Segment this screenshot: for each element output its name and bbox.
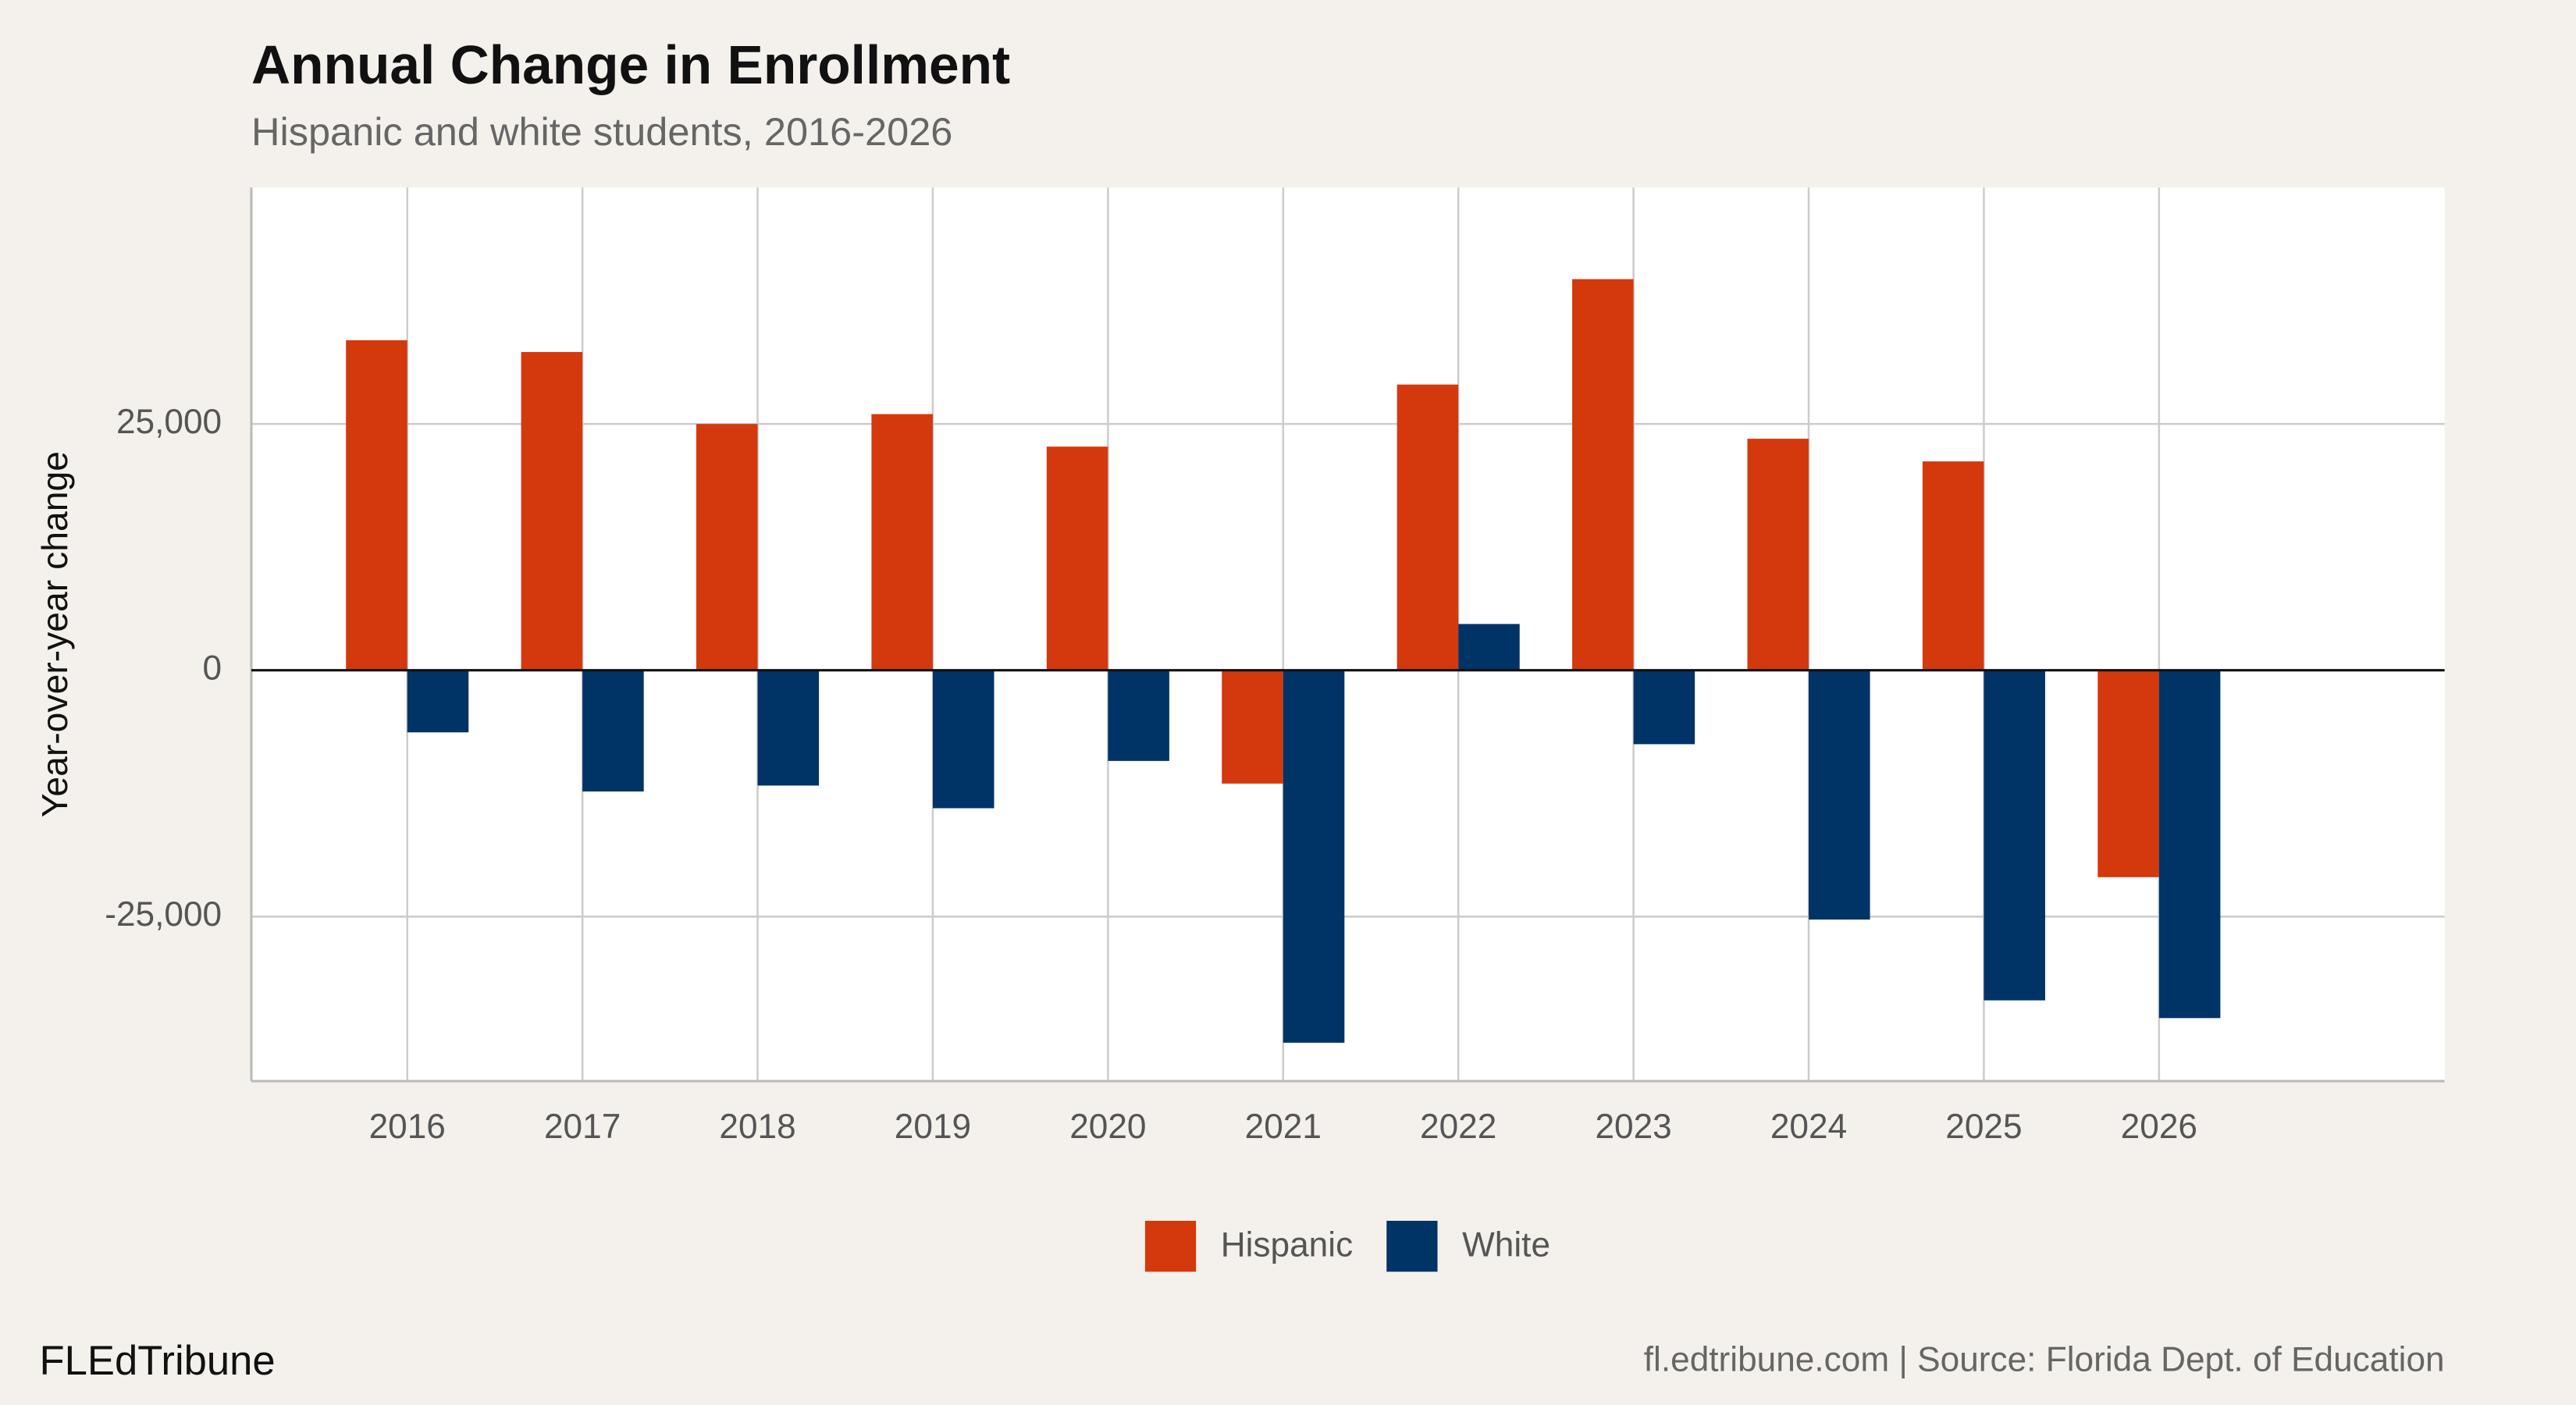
chart-title: Annual Change in Enrollment: [251, 34, 1010, 95]
bar: [1397, 384, 1459, 670]
bar: [1458, 624, 1520, 670]
bar: [582, 670, 644, 791]
bar: [1809, 670, 1870, 920]
x-tick-label: 2017: [544, 1108, 621, 1146]
bar: [2097, 670, 2159, 877]
chart-subtitle: Hispanic and white students, 2016-2026: [251, 109, 952, 154]
y-tick-label: -25,000: [105, 895, 222, 934]
x-tick-label: 2016: [369, 1108, 446, 1146]
x-tick-label: 2026: [2121, 1108, 2197, 1146]
x-tick-label: 2025: [1945, 1108, 2022, 1146]
bar: [1222, 670, 1283, 784]
plot-area: [251, 187, 2445, 1082]
bar: [1572, 279, 1634, 670]
y-tick-label: 25,000: [116, 403, 222, 441]
x-tick-label: 2023: [1595, 1108, 1671, 1146]
bar: [1747, 439, 1809, 670]
legend-swatch: [1386, 1220, 1438, 1272]
bar: [407, 670, 469, 733]
legend-swatch: [1144, 1220, 1197, 1272]
x-tick-label: 2020: [1069, 1108, 1146, 1146]
footer-brand: FLEdTribune: [40, 1338, 276, 1384]
bar: [2158, 670, 2221, 1019]
y-tick-label: 0: [203, 649, 222, 687]
bar: [1046, 446, 1108, 670]
y-axis-label: Year-over-year change: [34, 451, 75, 817]
legend-label: Hispanic: [1221, 1225, 1353, 1264]
bar: [932, 670, 994, 809]
bar: [1108, 670, 1169, 761]
x-tick-label: 2024: [1770, 1108, 1847, 1146]
bar: [346, 340, 407, 670]
x-tick-label: 2021: [1245, 1108, 1322, 1146]
x-tick-label: 2022: [1420, 1108, 1496, 1146]
x-tick-label: 2018: [719, 1108, 795, 1146]
legend-label: White: [1462, 1225, 1550, 1264]
bar: [1633, 670, 1695, 745]
footer-source: fl.edtribune.com | Source: Florida Dept.…: [1644, 1341, 2445, 1379]
bar: [1922, 461, 1984, 670]
x-tick-label: 2019: [895, 1108, 971, 1146]
bar: [757, 670, 820, 786]
bar: [696, 424, 758, 670]
bar: [871, 414, 933, 670]
bar: [1984, 670, 2045, 1001]
bar: [521, 352, 583, 670]
bar: [1283, 670, 1345, 1043]
